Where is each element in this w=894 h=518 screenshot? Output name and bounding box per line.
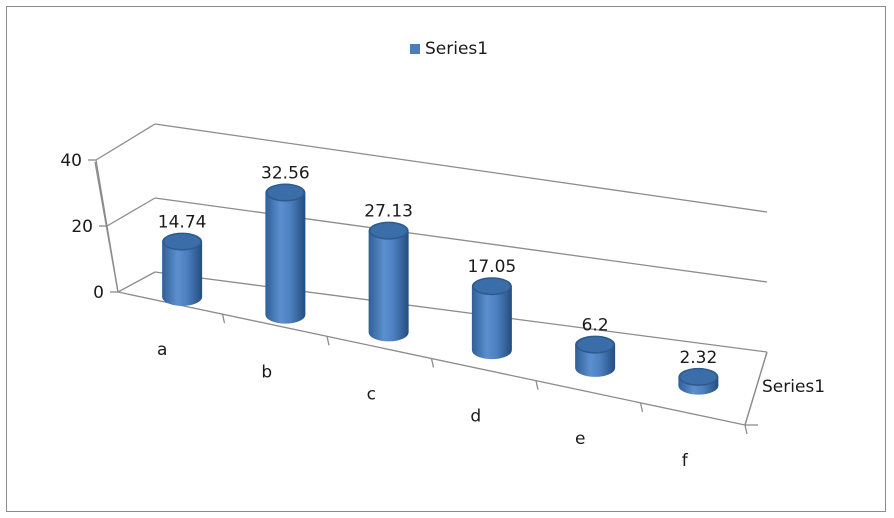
back-gridline	[154, 271, 768, 353]
depth-axis-label: Series1	[762, 377, 825, 397]
bar	[471, 277, 512, 360]
x-tick-label: e	[575, 429, 585, 449]
chart-bars	[162, 183, 719, 395]
x-tick-mark	[430, 358, 435, 368]
legend-swatch	[410, 44, 420, 54]
bar-top-inner	[370, 223, 407, 239]
data-label: 14.74	[158, 213, 207, 233]
data-label: 2.32	[679, 348, 717, 368]
data-label: 27.13	[364, 202, 413, 222]
back-gridline	[154, 123, 768, 213]
x-tick-label: b	[261, 362, 272, 382]
bar-top-inner	[473, 278, 510, 294]
bar-body	[471, 286, 512, 360]
bar-body	[265, 192, 306, 324]
legend: Series1	[410, 39, 488, 59]
chart-labels: 14.74 32.56 27.13 17.05 6.2 2.32	[158, 164, 718, 368]
right-wall-edge	[744, 351, 768, 426]
y-tick-label: 40	[60, 151, 82, 171]
legend-label: Series1	[425, 39, 488, 59]
bar-top-inner	[164, 234, 201, 250]
chart-gridlines	[95, 123, 768, 426]
bar-top-inner	[680, 369, 717, 385]
bar	[368, 221, 409, 342]
side-gridline	[117, 271, 156, 293]
chart-axis-ticks: 0 20 40 a b c d e f	[60, 151, 758, 471]
x-tick-mark	[535, 380, 539, 390]
bar-body	[575, 344, 616, 377]
x-tick-mark	[639, 402, 644, 412]
bar-body	[162, 241, 203, 306]
bar	[575, 335, 616, 377]
x-tick-label: c	[367, 384, 376, 404]
side-gridline	[95, 123, 156, 161]
x-tick-label: d	[470, 407, 481, 427]
bar-body	[368, 230, 409, 342]
x-tick-label: a	[157, 340, 167, 360]
y-tick-label: 20	[71, 217, 93, 237]
bar-top-inner	[577, 337, 614, 353]
data-label: 17.05	[468, 257, 517, 277]
x-tick-mark	[744, 424, 748, 435]
x-tick-label: f	[682, 451, 689, 471]
bar-top-inner	[267, 185, 304, 201]
data-label: 6.2	[582, 316, 609, 336]
y-tick-label: 0	[93, 283, 104, 303]
chart-frame	[6, 6, 886, 512]
x-tick-mark	[221, 314, 226, 324]
bar	[265, 183, 306, 324]
back-gridline	[154, 197, 768, 283]
x-tick-mark	[326, 336, 330, 346]
bar	[678, 367, 719, 395]
data-label: 32.56	[261, 164, 310, 184]
bar	[162, 232, 203, 306]
side-gridline	[106, 197, 156, 227]
